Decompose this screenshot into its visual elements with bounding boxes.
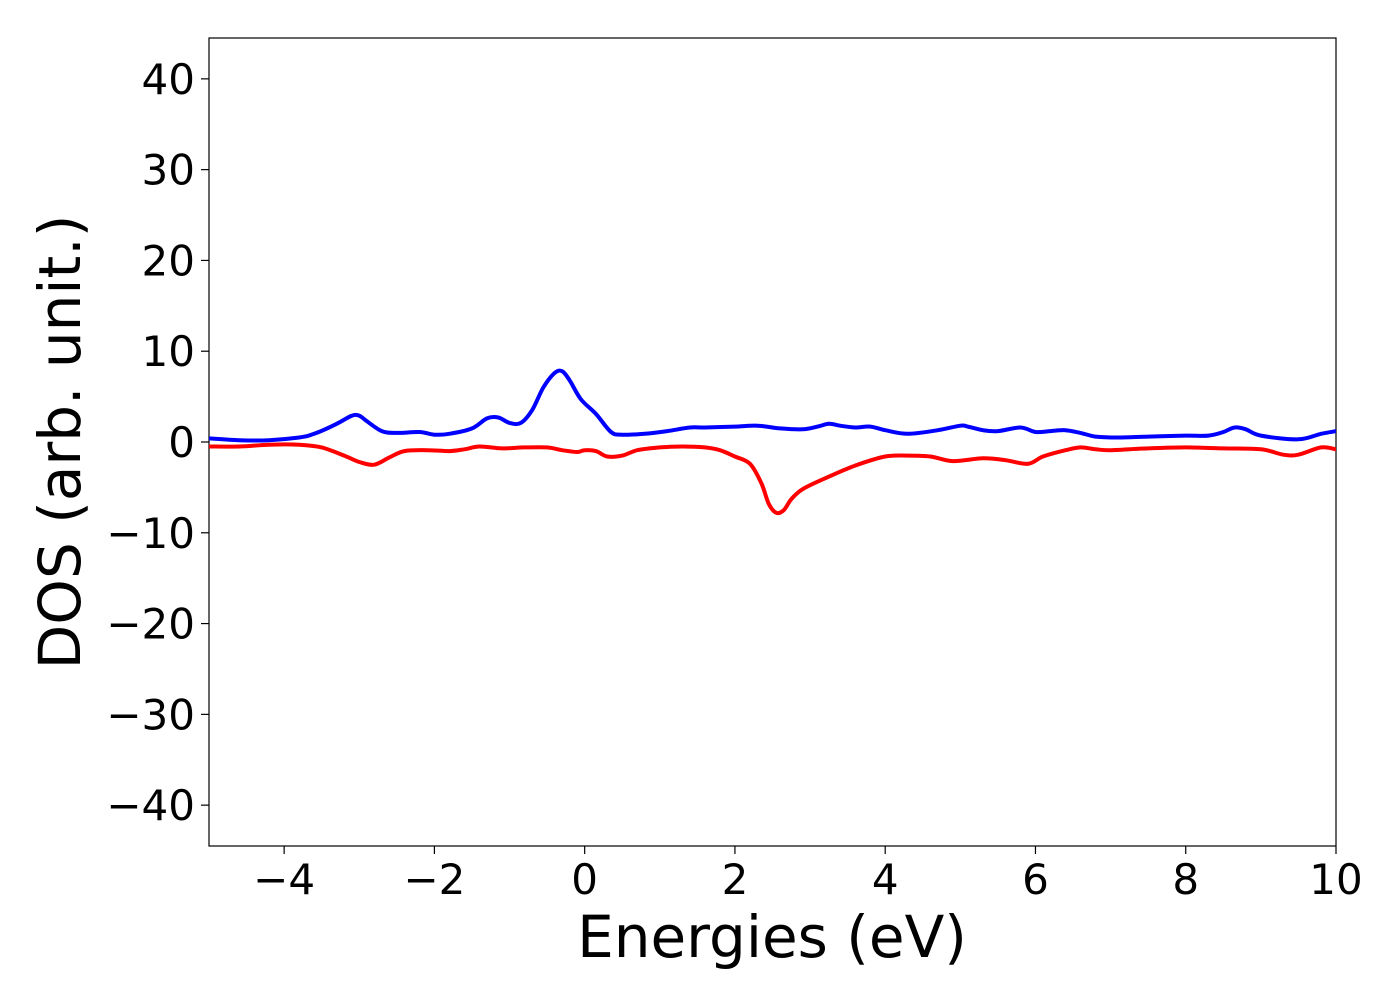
y-tick-label: 30 xyxy=(142,146,195,195)
y-tick-label: −20 xyxy=(106,600,195,649)
x-tick-label: 8 xyxy=(1172,855,1199,904)
x-tick-label: −4 xyxy=(253,855,315,904)
x-tick-label: 6 xyxy=(1022,855,1049,904)
series-layer xyxy=(209,368,1336,516)
x-tick-label: 0 xyxy=(571,855,598,904)
series-line-2 xyxy=(209,442,1336,516)
y-tick-label: −30 xyxy=(106,690,195,739)
x-tick-label: 10 xyxy=(1309,855,1362,904)
y-axis: −40 −30 −20 −10 0 10 20 30 40 xyxy=(106,55,209,830)
x-axis-label: Energies (eV) xyxy=(577,903,967,971)
x-tick-label: 4 xyxy=(872,855,899,904)
x-tick-label: 2 xyxy=(722,855,749,904)
y-tick-label: −40 xyxy=(106,781,195,830)
y-axis-label: DOS (arb. unit.) xyxy=(26,215,94,670)
plot-frame xyxy=(208,37,1337,847)
x-tick-label: −2 xyxy=(403,855,465,904)
y-tick-label: 40 xyxy=(142,55,195,104)
plot-area xyxy=(208,37,1337,847)
y-tick-label: 20 xyxy=(142,236,195,285)
series-line-1 xyxy=(209,368,1336,443)
y-tick-label: 10 xyxy=(142,327,195,376)
x-axis: −4 −2 0 2 4 6 8 10 xyxy=(253,846,1363,904)
y-tick-label: −10 xyxy=(106,509,195,558)
y-tick-label: 0 xyxy=(168,418,195,467)
